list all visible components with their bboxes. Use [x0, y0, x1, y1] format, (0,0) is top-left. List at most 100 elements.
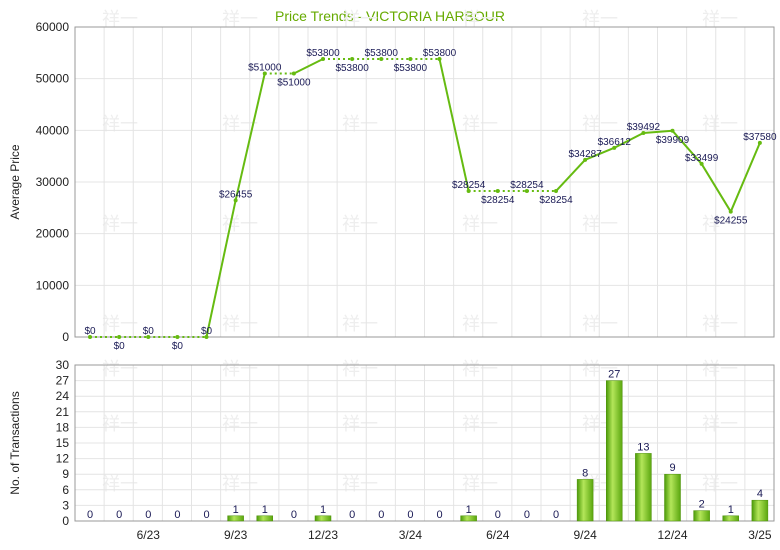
watermark-glyph: 祥一	[462, 114, 498, 135]
transaction-bar	[664, 473, 681, 522]
price-point	[233, 198, 238, 203]
watermark-glyph: 祥一	[702, 359, 738, 380]
price-line-segment	[643, 129, 673, 134]
price-point	[146, 335, 151, 339]
x-tick-label: 9/23	[224, 528, 248, 542]
watermark-glyph: 祥一	[222, 414, 258, 435]
transaction-bar-label: 0	[116, 509, 122, 521]
price-data-label: $0	[84, 326, 96, 337]
price-line-segment	[584, 146, 615, 161]
transactions-bars	[227, 380, 769, 522]
price-data-label: $34287	[568, 149, 602, 160]
transaction-bar-label: 0	[524, 509, 530, 521]
price-data-label: $0	[172, 341, 184, 352]
watermark-glyph: 祥一	[102, 359, 138, 380]
transaction-bar-label: 0	[203, 509, 209, 521]
transactions-y-tick-label: 24	[56, 389, 70, 403]
price-data-label: $33499	[685, 153, 719, 164]
transaction-bar-label: 0	[378, 509, 384, 521]
price-point	[350, 57, 355, 62]
price-line-segment	[234, 73, 266, 201]
transaction-bar-label: 0	[495, 509, 501, 521]
price-y-tick-label: 60000	[36, 20, 70, 34]
watermark-glyph: 祥一	[462, 214, 498, 235]
price-y-axis-title: Average Price	[8, 144, 22, 219]
price-y-tick-label: 20000	[36, 227, 70, 241]
transaction-bar-label: 0	[407, 509, 413, 521]
price-data-label: $0	[114, 341, 126, 352]
transactions-y-tick-label: 6	[62, 483, 69, 497]
watermark-glyph: 祥一	[702, 214, 738, 235]
watermark-glyph: 祥一	[462, 9, 498, 30]
price-data-label: $0	[143, 326, 155, 337]
transactions-y-tick-label: 27	[56, 374, 70, 388]
watermark-glyph: 祥一	[462, 314, 498, 335]
watermark-glyph: 祥一	[702, 314, 738, 335]
x-tick-label: 6/23	[137, 528, 161, 542]
watermark-glyph: 祥一	[702, 114, 738, 135]
price-data-label: $39492	[627, 122, 661, 133]
transaction-bar	[227, 515, 244, 522]
price-data-label: $28254	[510, 180, 544, 191]
transaction-bar-label: 4	[757, 488, 763, 500]
price-point	[757, 140, 762, 145]
transaction-bar	[606, 380, 623, 522]
watermark-glyph: 祥一	[582, 9, 618, 30]
price-data-label: $53800	[365, 48, 399, 59]
watermark-glyph: 祥一	[222, 314, 258, 335]
price-y-tick-label: 30000	[36, 175, 70, 189]
transaction-bar-label: 1	[320, 504, 326, 516]
price-point	[466, 189, 471, 194]
watermark-glyph: 祥一	[582, 359, 618, 380]
transaction-bar-label: 0	[291, 509, 297, 521]
x-tick-label: 12/23	[308, 528, 338, 542]
x-tick-label: 3/24	[399, 528, 423, 542]
transaction-bar-label: 0	[145, 509, 151, 521]
watermark-glyph: 祥一	[222, 9, 258, 30]
price-data-labels: $0 $0 $0 $0 $0 $26455 $51000 $51000 $53800 $53800…	[84, 48, 777, 352]
price-line-segment	[205, 200, 237, 338]
watermark-glyph: 祥一	[102, 314, 138, 335]
transactions-y-tick-label: 21	[56, 405, 70, 419]
price-y-tick-label: 50000	[36, 72, 70, 86]
price-data-label: $36612	[598, 137, 632, 148]
transaction-bar	[576, 479, 594, 522]
price-data-label: $28254	[539, 195, 573, 206]
watermark-glyph: 祥一	[342, 414, 378, 435]
transaction-bar-label: 2	[699, 499, 705, 511]
price-data-label: $37580	[743, 132, 777, 143]
watermark-glyph: 祥一	[102, 214, 138, 235]
price-point	[379, 57, 384, 62]
price-line-segment	[700, 163, 732, 213]
watermark-glyph: 祥一	[582, 314, 618, 335]
price-point	[728, 209, 733, 214]
watermark-glyph: 祥一	[342, 114, 378, 135]
x-tick-label: 12/24	[657, 528, 687, 542]
x-tick-label: 9/24	[573, 528, 597, 542]
price-point	[612, 145, 617, 150]
x-tick-label: 3/25	[748, 528, 772, 542]
price-point	[175, 335, 180, 339]
transaction-bar-label: 0	[87, 509, 93, 521]
watermark-glyph: 祥一	[462, 474, 498, 495]
transaction-bar	[256, 515, 273, 522]
price-data-label: $51000	[248, 63, 282, 74]
transaction-bar-label: 9	[669, 462, 675, 474]
x-tick-label: 6/24	[486, 528, 510, 542]
price-y-tick-label: 40000	[36, 123, 70, 137]
transaction-bar-label: 0	[436, 509, 442, 521]
transaction-bar	[722, 515, 739, 522]
price-point	[262, 71, 267, 76]
transaction-bar	[693, 510, 710, 522]
transaction-bar	[635, 453, 652, 522]
transactions-data-labels: 0 0 0 0 0 1 1 0 1 0 0 0 0 1 0 0 0 8 27 13 9 2 1 4	[87, 369, 763, 521]
watermark-glyph: 祥一	[222, 214, 258, 235]
x-axis-ticks: 6/23 9/23 12/23 3/24 6/24 9/24 12/24 3/25	[137, 528, 772, 542]
price-line-segment	[293, 58, 324, 75]
price-data-label: $28254	[481, 195, 515, 206]
transaction-bar-label: 0	[349, 509, 355, 521]
price-line-segment	[671, 130, 703, 165]
